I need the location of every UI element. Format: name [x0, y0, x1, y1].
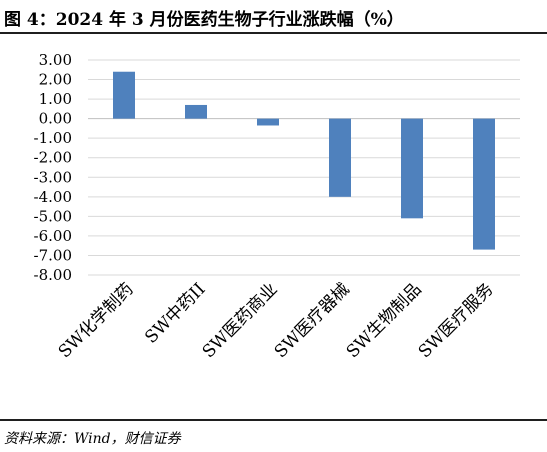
y-tick-label: 2.00 [39, 71, 72, 89]
y-tick-label: -2.00 [34, 149, 72, 167]
y-tick-label: -6.00 [34, 227, 72, 245]
x-category-label: SW中药II [141, 279, 209, 347]
x-category-label: SW医疗器械 [271, 279, 354, 362]
gridlines [88, 59, 520, 276]
chart-title: 图 4：2024 年 3 月份医药生物子行业涨跌幅（%） [4, 10, 404, 30]
x-category-label: SW医疗服务 [415, 279, 498, 362]
bar [113, 71, 135, 119]
bar [329, 118, 351, 197]
bar [257, 118, 279, 126]
bar [185, 104, 207, 119]
bar [473, 118, 495, 250]
footer-divider [0, 419, 547, 421]
y-tick-label: -8.00 [34, 266, 72, 284]
y-tick-label: -4.00 [34, 188, 72, 206]
y-axis-tick-labels: 3.00 2.001.00 0.00-1.00 -2.00-3.00 -4.00-5.0… [34, 51, 72, 284]
bars [113, 71, 495, 250]
bar [401, 118, 423, 219]
x-category-label: SW生物制品 [343, 279, 426, 362]
y-tick-label: 1.00 [39, 90, 72, 108]
x-category-label: SW化学制药 [55, 279, 138, 362]
y-tick-label: -5.00 [34, 207, 72, 225]
x-category-label: SW医药商业 [199, 279, 282, 362]
chart-area: 3.00 2.00 1.00 0.00 -1.00 -2.00 -3.00 -4.00 -5.0… [0, 34, 547, 416]
bar-chart: 3.00 2.001.00 0.00-1.00 -2.00-3.00 -4.00-5.0… [34, 51, 520, 362]
y-tick-label: -3.00 [34, 168, 72, 186]
y-tick-label: 3.00 [39, 51, 72, 69]
source-note: 资料来源：Wind，财信证券 [4, 431, 181, 447]
y-tick-label: -7.00 [34, 246, 72, 264]
y-tick-label: -1.00 [34, 129, 72, 147]
y-tick-label: 0.00 [39, 110, 72, 128]
title-bar: 图 4：2024 年 3 月份医药生物子行业涨跌幅（%） [0, 0, 547, 34]
